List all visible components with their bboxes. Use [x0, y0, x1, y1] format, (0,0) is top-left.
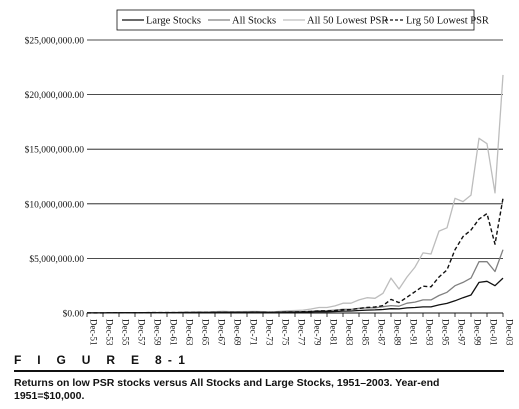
y-tick-label: $25,000,000.00: [25, 36, 85, 47]
series-line-all-stocks: [87, 249, 504, 314]
y-tick-label: $20,000,000.00: [25, 90, 85, 101]
x-tick-label: Dec-01: [489, 319, 499, 345]
x-tick-label: Dec-59: [153, 319, 163, 345]
x-tick-label: Dec-61: [169, 319, 179, 345]
y-tick-label: $15,000,000.00: [25, 145, 85, 156]
x-tick-label: Dec-93: [425, 319, 435, 345]
series-line-all-50-lowest-psr: [87, 74, 504, 314]
x-tick-label: Dec-89: [393, 319, 403, 345]
x-tick-label: Dec-55: [121, 319, 131, 345]
line-chart: $0.00 $5,000,000.00 $10,000,000.00 $15,000,…: [25, 9, 515, 345]
x-tick-label: Dec-79: [313, 319, 323, 345]
legend: Large Stocks All Stocks All 50 Lowest PS…: [116, 9, 489, 31]
x-tick-label: Dec-65: [201, 319, 211, 345]
x-tick-label: Dec-75: [281, 319, 291, 345]
x-tick-label: Dec-53: [105, 319, 115, 345]
x-tick-label: Dec-95: [441, 319, 451, 345]
x-tick-label: Dec-81: [329, 319, 339, 345]
x-tick-label: Dec-63: [185, 319, 195, 345]
x-tick-labels: Dec-51 Dec-53 Dec-55 Dec-57 Dec-59 Dec-61 Dec-…: [86, 313, 515, 345]
gridlines: [87, 39, 503, 314]
x-tick-label: Dec-71: [249, 319, 259, 345]
y-tick-label: $5,000,000.00: [29, 254, 84, 265]
legend-label-all-50-lowest-psr: All 50 Lowest PSR: [307, 16, 388, 27]
x-tick-label: Dec-73: [265, 319, 275, 345]
series-lines: [87, 74, 504, 314]
figure-label: F I G U R E 8-1: [14, 353, 192, 367]
y-tick-label: $10,000,000.00: [25, 199, 85, 210]
x-tick-label: Dec-99: [473, 319, 483, 345]
series-line-lrg-50-lowest-psr: [87, 198, 504, 314]
x-tick-label: Dec-87: [377, 319, 387, 345]
legend-label-all-stocks: All Stocks: [232, 16, 276, 27]
x-tick-label: Dec-85: [361, 319, 371, 345]
x-tick-label: Dec-67: [217, 319, 227, 345]
x-tick-label: Dec-91: [409, 319, 419, 345]
legend-label-large-stocks: Large Stocks: [146, 16, 201, 27]
x-tick-label: Dec-77: [297, 319, 307, 345]
y-tick-labels: $0.00 $5,000,000.00 $10,000,000.00 $15,000,…: [25, 36, 85, 320]
figure-divider: [14, 370, 504, 372]
legend-label-lrg-50-lowest-psr: Lrg 50 Lowest PSR: [406, 16, 489, 27]
x-tick-label: Dec-97: [457, 319, 467, 345]
x-tick-label: Dec-57: [137, 319, 147, 345]
x-tick-label: Dec-51: [89, 319, 99, 345]
figure-caption: Returns on low PSR stocks versus All Sto…: [14, 377, 440, 402]
x-tick-label: Dec-83: [345, 319, 355, 345]
x-tick-label: Dec-69: [233, 319, 243, 345]
y-tick-label: $0.00: [63, 309, 85, 320]
x-tick-label: Dec-03: [505, 319, 515, 345]
